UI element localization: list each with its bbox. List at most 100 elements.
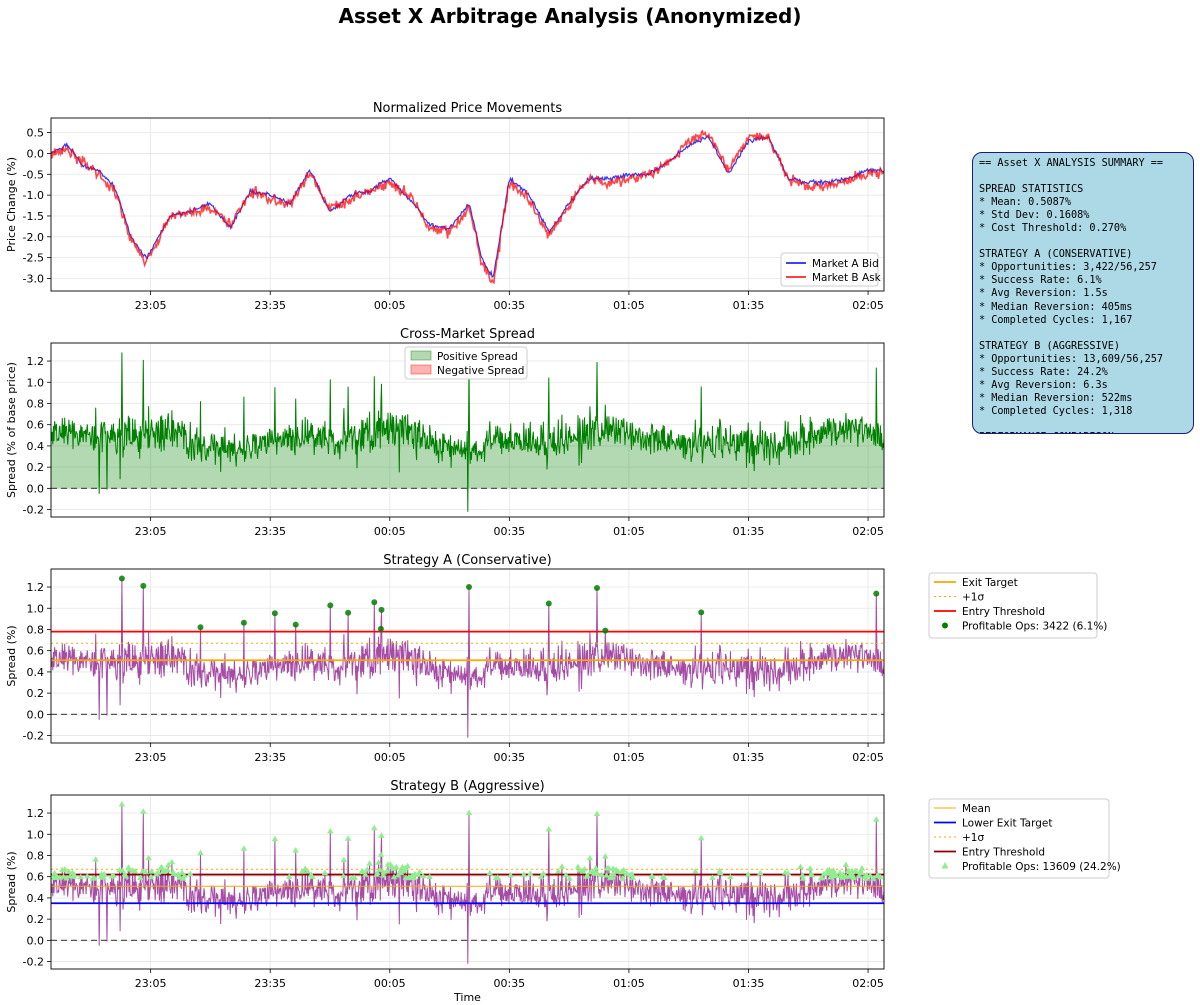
y-tick-label: 0.8 <box>27 849 45 862</box>
profitable-op-point <box>119 867 126 873</box>
y-tick-label: -3.0 <box>23 272 44 285</box>
profitable-op-point <box>692 868 699 874</box>
profitable-op-point <box>170 870 177 876</box>
y-tick-label: 0.0 <box>27 708 45 721</box>
y-tick-label: 0.8 <box>27 397 45 410</box>
profitable-op-point <box>70 871 78 877</box>
profitable-op-point <box>110 872 117 878</box>
profitable-op-point <box>873 590 880 597</box>
summary-line: * Std Dev: 0.1608% <box>979 210 1090 222</box>
profitable-op-point <box>165 861 172 868</box>
profitable-op-point <box>799 875 807 881</box>
y-tick-label: 0.6 <box>27 645 45 658</box>
y-tick-label: 0.4 <box>27 666 45 679</box>
profitable-op-point <box>197 624 204 631</box>
summary-line: * Success Rate: 24.2% <box>979 366 1108 378</box>
x-tick-label: 00:35 <box>493 525 525 538</box>
profitable-op-point <box>540 870 547 876</box>
summary-line <box>979 418 1187 431</box>
y-tick-label: 0.2 <box>27 913 45 926</box>
profitable-op-point <box>390 865 397 871</box>
profitable-op-point <box>836 869 844 875</box>
x-tick-label: 23:05 <box>135 751 167 764</box>
profitable-op-point <box>581 865 588 872</box>
profitable-op-point <box>717 869 724 876</box>
legend-label: Exit Target <box>962 577 1018 589</box>
profitable-op-point <box>527 870 534 876</box>
profitable-op-point <box>344 835 352 841</box>
legend: Market A Bid Market B Ask <box>780 252 882 287</box>
legend-label: Entry Threshold <box>962 606 1045 618</box>
profitable-op-point <box>608 873 616 880</box>
y-tick-label: 1.0 <box>27 828 45 841</box>
profitable-op-point <box>393 863 400 870</box>
profitable-op-point <box>537 873 545 879</box>
profitable-op-point <box>620 875 627 881</box>
profitable-op-point <box>271 835 279 842</box>
profitable-op-point <box>598 871 605 877</box>
profitable-op-point <box>594 585 600 591</box>
y-tick-label: 0.0 <box>27 482 45 495</box>
profitable-op-point <box>486 869 493 876</box>
panel-3: 1.2 1.0 0.8 0.6 0.4 0.2 0.0 -0.2 23:05 23:35 00:05… <box>5 553 1107 764</box>
profitable-op-point <box>91 874 98 881</box>
profitable-op-point <box>628 871 636 877</box>
legend-label: +1σ <box>962 832 984 844</box>
y-tick-label: 0.0 <box>27 934 45 947</box>
analysis-summary-box: == Asset X ANALYSIS SUMMARY == SPREAD ST… <box>972 152 1194 434</box>
profitable-op-point <box>808 871 816 878</box>
profitable-op-point <box>862 875 870 881</box>
x-tick-label: 02:05 <box>852 977 884 990</box>
profitable-op-point <box>603 872 610 878</box>
spread-line <box>51 352 884 512</box>
profitable-op-point <box>807 865 814 871</box>
profitable-op-point <box>404 862 411 869</box>
y-tick-label: 0.4 <box>27 892 45 905</box>
profitable-op-point <box>345 609 352 616</box>
profitable-op-point <box>147 873 155 880</box>
profitable-op-point <box>602 627 609 634</box>
profitable-op-point <box>240 619 247 626</box>
profitable-op-point <box>178 869 186 875</box>
profitable-op-point <box>852 868 860 874</box>
legend-frame <box>404 346 528 380</box>
profitable-op-point <box>584 872 591 878</box>
panel-title: Strategy B (Aggressive) <box>390 779 544 794</box>
profitable-op-point <box>101 871 108 877</box>
panel-2: 1.2 1.0 0.8 0.6 0.4 0.2 0.0 -0.2 23:05 23:35 00:05… <box>5 327 885 538</box>
spread-line <box>51 578 884 738</box>
y-axis-label: Spread (%) <box>5 851 18 912</box>
profitable-op-point <box>494 874 501 880</box>
profitable-op-point <box>377 851 385 857</box>
axes-frame <box>50 117 885 292</box>
profitable-op-point <box>818 874 826 881</box>
profitable-op-point <box>371 599 378 606</box>
legend: Mean Lower Exit Target +1σ Entry Threshold P… <box>928 798 1121 879</box>
panel-title: Normalized Price Movements <box>373 101 563 116</box>
profitable-op-point <box>286 873 293 879</box>
summary-line: * Median Reversion: 522ms <box>979 392 1133 404</box>
x-tick-label: 23:35 <box>254 525 286 538</box>
profitable-op-point <box>65 868 73 874</box>
profitable-op-point <box>562 871 570 878</box>
profitable-op-point <box>374 869 381 876</box>
y-axis-label: Spread (%) <box>5 625 18 686</box>
profitable-op-point <box>745 871 752 877</box>
x-tick-label: 02:05 <box>852 299 884 312</box>
legend-label: Negative Spread <box>437 365 524 377</box>
summary-line <box>979 170 1187 183</box>
y-tick-label: 0.8 <box>27 623 45 636</box>
profitable-op-point <box>366 860 373 866</box>
y-tick-label: -1.0 <box>23 189 44 202</box>
x-tick-label: 00:05 <box>374 299 406 312</box>
profitable-op-point <box>376 866 383 872</box>
legend-label: Entry Threshold <box>962 847 1045 859</box>
profitable-op-point <box>77 873 84 880</box>
x-tick-label: 01:35 <box>733 751 765 764</box>
legend-label: +1σ <box>962 592 984 604</box>
profitable-op-point <box>378 606 385 613</box>
profitable-op-point <box>137 874 144 880</box>
legend-label: Lower Exit Target <box>962 818 1053 830</box>
profitable-op-point <box>197 849 204 856</box>
profitable-op-point <box>140 808 147 814</box>
